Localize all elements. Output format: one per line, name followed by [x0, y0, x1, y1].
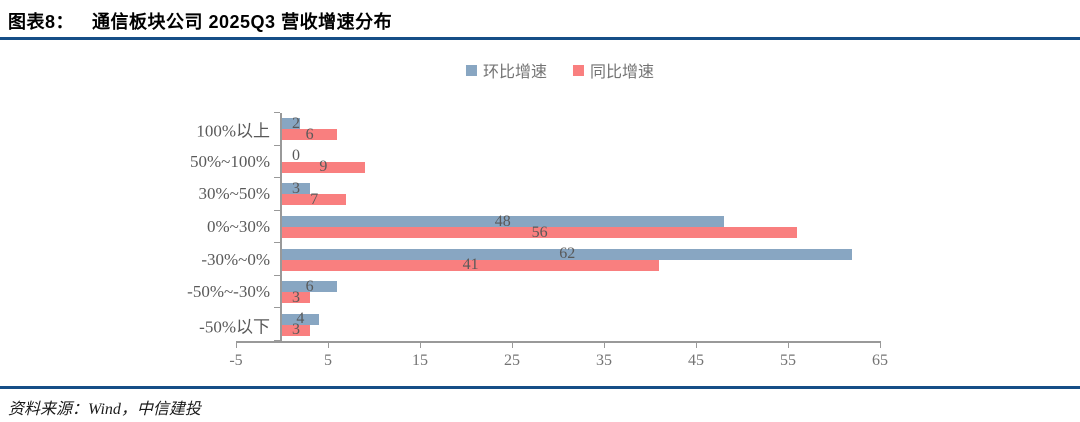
x-axis-tick [327, 343, 329, 348]
bar-value-label: 3 [292, 321, 300, 339]
x-axis-tick [511, 343, 513, 348]
legend-item-qoq: 环比增速 [465, 58, 547, 82]
legend-swatch-qoq [465, 64, 477, 76]
bar-qoq [282, 313, 319, 325]
legend-swatch-yoy [573, 64, 584, 76]
category-label: -50%~-30% [187, 282, 270, 302]
bar-value-label: 7 [310, 190, 319, 208]
top-divider [0, 37, 1080, 40]
y-axis-tick [274, 274, 280, 276]
y-axis-tick [274, 177, 280, 179]
legend-label-yoy: 同比增速 [590, 64, 655, 81]
chart-legend: 环比增速 同比增速 [465, 58, 654, 82]
category-label: 0%~30% [206, 217, 270, 236]
bar-value-label: 4 [296, 310, 305, 328]
y-axis-tick [274, 209, 280, 211]
bar-yoy [282, 161, 365, 173]
x-tick-label: 5 [324, 352, 332, 369]
x-axis-tick [695, 343, 697, 348]
bar-value-label: 2 [292, 114, 300, 132]
bar-value-label: 0 [292, 147, 300, 165]
y-axis-line [280, 113, 282, 341]
x-axis-tick [879, 343, 881, 348]
category-label: 100%以上 [196, 121, 270, 141]
figure-title: 图表8： 通信板块公司 2025Q3 营收增速分布 [8, 8, 392, 34]
y-axis-tick [274, 112, 280, 113]
bar-value-label: 62 [559, 245, 576, 263]
bar-yoy [282, 324, 310, 336]
bar-value-label: 9 [319, 158, 328, 176]
bottom-divider [0, 386, 1080, 389]
bar-value-label: 41 [462, 256, 479, 274]
source-note: 资料来源：Wind，中信建投 [8, 401, 201, 418]
legend-item-yoy: 同比增速 [573, 58, 654, 82]
x-tick-label: 65 [872, 352, 888, 369]
bar-value-label: 6 [305, 277, 314, 295]
bar-value-label: 48 [494, 212, 511, 230]
x-tick-label: 45 [688, 352, 704, 369]
figure-title-text: 通信板块公司 2025Q3 营收增速分布 [92, 12, 393, 32]
x-tick-label: 35 [596, 352, 612, 369]
category-label: -50%以下 [199, 317, 270, 337]
bar-yoy [282, 227, 798, 238]
bar-yoy [282, 194, 347, 206]
figure-number: 图表8： [8, 12, 75, 32]
x-axis-tick [603, 343, 605, 348]
bar-yoy [282, 129, 338, 141]
y-axis-tick [274, 144, 280, 146]
y-axis-tick [274, 242, 280, 244]
category-label: 30%~50% [198, 184, 270, 204]
bar-value-label: 56 [531, 223, 548, 241]
x-axis-tick [419, 343, 421, 348]
x-tick-label: 15 [412, 352, 428, 369]
bar-yoy [282, 259, 660, 271]
bar-qoq [282, 183, 310, 195]
bar-qoq [282, 281, 338, 293]
bar-qoq [282, 216, 724, 227]
bar-value-label: 3 [292, 179, 300, 197]
x-tick-label: 25 [504, 352, 520, 369]
y-axis-tick [274, 340, 280, 341]
bar-value-label: 3 [292, 288, 300, 306]
bar-qoq [282, 248, 853, 260]
category-label: 50%~100% [189, 151, 270, 171]
bar-value-label: 6 [305, 125, 314, 143]
bar-yoy [282, 292, 310, 304]
bar-qoq [282, 118, 301, 130]
x-axis-tick [787, 343, 789, 348]
x-tick-label: 55 [780, 352, 796, 369]
legend-label-qoq: 环比增速 [482, 64, 547, 81]
x-axis-line [236, 341, 881, 343]
category-label: -30%~0% [201, 249, 270, 269]
x-tick-label: -5 [229, 352, 243, 369]
x-axis-tick [235, 343, 237, 348]
y-axis-tick [274, 307, 280, 309]
